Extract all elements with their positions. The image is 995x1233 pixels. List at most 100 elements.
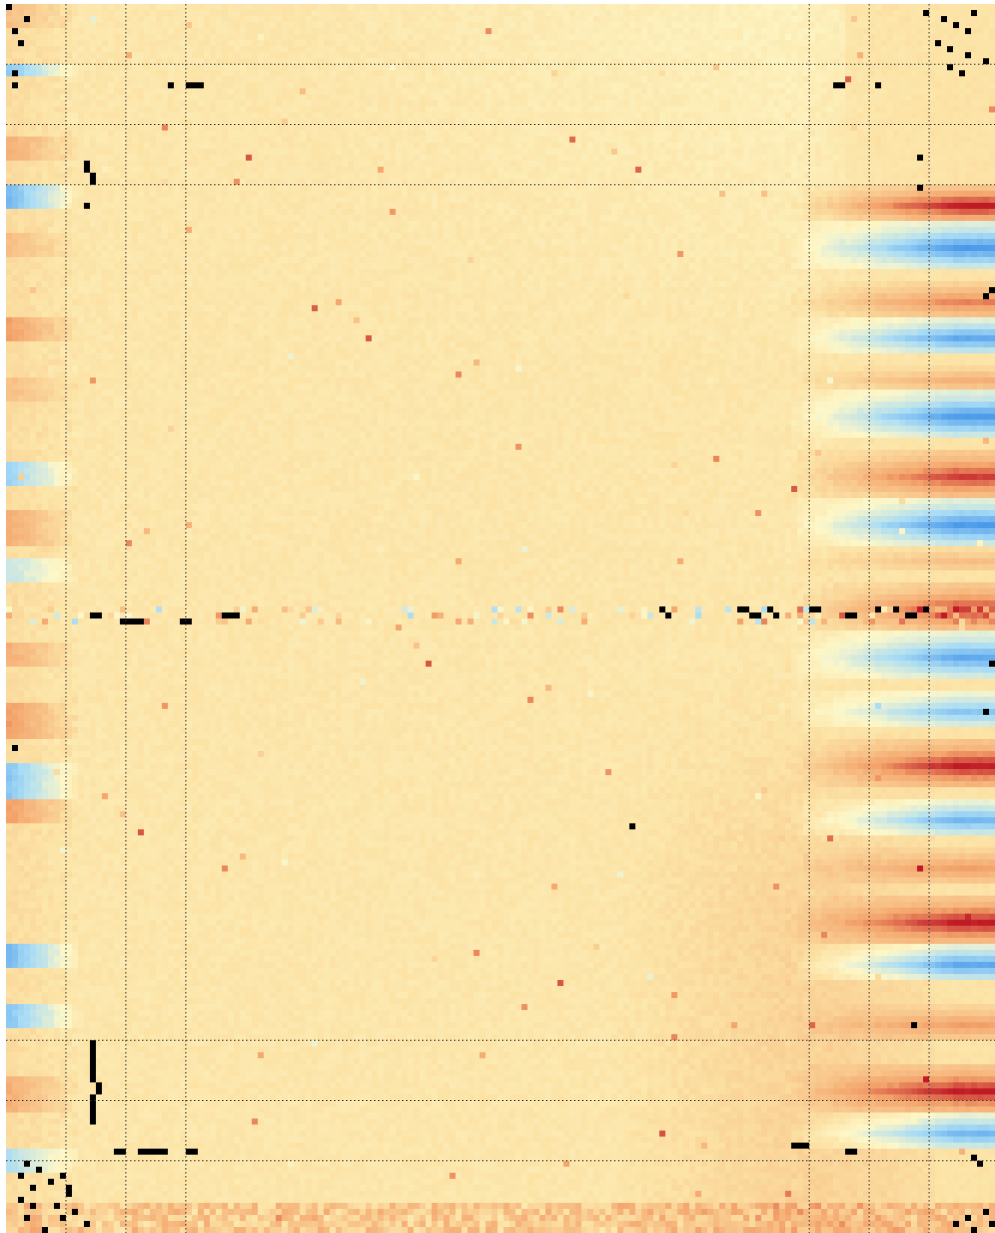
- heatmap-cell: [665, 100, 671, 106]
- heatmap-cell: [312, 118, 318, 124]
- heatmap-cell: [551, 34, 557, 40]
- heatmap-cell: [42, 4, 48, 10]
- heatmap-cell: [366, 64, 372, 70]
- heatmap-cell: [839, 52, 845, 58]
- heatmap-cell: [258, 34, 264, 40]
- heatmap-cell: [354, 82, 360, 88]
- heatmap-cell: [234, 16, 240, 22]
- heatmap-cell: [611, 70, 617, 76]
- heatmap-cell: [456, 131, 462, 137]
- heatmap-cell: [222, 137, 228, 143]
- heatmap-cell: [719, 131, 725, 137]
- heatmap-cell: [438, 149, 444, 155]
- heatmap-cell: [414, 155, 420, 161]
- heatmap-cell: [641, 10, 647, 16]
- heatmap-cell: [444, 137, 450, 143]
- heatmap-cell: [450, 34, 456, 40]
- heatmap-cell: [456, 64, 462, 70]
- heatmap-cell: [330, 70, 336, 76]
- heatmap-cell: [689, 76, 695, 82]
- heatmap-cell: [665, 112, 671, 118]
- heatmap-cell: [665, 16, 671, 22]
- heatmap-cell: [66, 64, 72, 70]
- heatmap-cell: [30, 64, 36, 70]
- heatmap-cell: [192, 34, 198, 40]
- heatmap-cell: [953, 40, 959, 46]
- heatmap-cell: [683, 88, 689, 94]
- heatmap-cell: [791, 112, 797, 118]
- heatmap-cell: [641, 82, 647, 88]
- heatmap-cell: [162, 46, 168, 52]
- heatmap-cell: [180, 100, 186, 106]
- heatmap-cell: [797, 52, 803, 58]
- heatmap-cell: [767, 4, 773, 10]
- heatmap-cell: [749, 40, 755, 46]
- heatmap-cell: [114, 16, 120, 22]
- heatmap-cell: [647, 131, 653, 137]
- heatmap-cell: [486, 155, 492, 161]
- heatmap-cell: [222, 4, 228, 10]
- heatmap-cell: [923, 149, 929, 155]
- heatmap-cell: [162, 100, 168, 106]
- heatmap-cell: [492, 4, 498, 10]
- heatmap-cell: [755, 40, 761, 46]
- heatmap-cell: [444, 76, 450, 82]
- heatmap-cell: [689, 137, 695, 143]
- heatmap-cell: [438, 112, 444, 118]
- heatmap-cell: [749, 143, 755, 149]
- heatmap-cell: [869, 46, 875, 52]
- heatmap-cell: [318, 40, 324, 46]
- heatmap-cell: [114, 28, 120, 34]
- heatmap-cell: [905, 100, 911, 106]
- heatmap-cell-missing: [941, 16, 947, 22]
- heatmap-cell: [342, 58, 348, 64]
- heatmap-cell: [587, 137, 593, 143]
- heatmap-cell: [150, 124, 156, 130]
- heatmap-cell: [845, 4, 851, 10]
- heatmap-cell: [492, 131, 498, 137]
- heatmap-cell: [635, 112, 641, 118]
- heatmap-cell: [150, 131, 156, 137]
- heatmap-cell: [701, 149, 707, 155]
- heatmap-cell: [210, 46, 216, 52]
- heatmap-cell: [384, 100, 390, 106]
- heatmap-cell: [689, 4, 695, 10]
- heatmap-cell: [551, 100, 557, 106]
- heatmap-cell: [575, 155, 581, 161]
- heatmap-cell: [971, 124, 977, 130]
- heatmap-cell: [162, 124, 168, 130]
- heatmap-cell: [384, 70, 390, 76]
- heatmap-cell: [468, 46, 474, 52]
- heatmap-cell: [683, 100, 689, 106]
- heatmap-cell: [246, 124, 252, 130]
- heatmap-cell: [569, 100, 575, 106]
- heatmap-cell: [120, 118, 126, 124]
- heatmap-cell: [318, 70, 324, 76]
- heatmap-cell: [246, 94, 252, 100]
- heatmap-cell: [288, 28, 294, 34]
- heatmap-cell: [857, 10, 863, 16]
- heatmap-cell: [468, 118, 474, 124]
- heatmap-cell: [683, 70, 689, 76]
- heatmap-cell: [785, 34, 791, 40]
- heatmap-cell: [887, 46, 893, 52]
- heatmap-cell: [210, 118, 216, 124]
- heatmap-cell: [186, 34, 192, 40]
- heatmap-cell: [689, 40, 695, 46]
- heatmap-cell: [725, 149, 731, 155]
- heatmap-cell: [737, 70, 743, 76]
- heatmap-cell: [989, 10, 995, 16]
- heatmap-cell: [132, 40, 138, 46]
- heatmap-cell: [731, 100, 737, 106]
- heatmap-cell: [917, 22, 923, 28]
- heatmap-cell: [270, 40, 276, 46]
- heatmap-cell: [551, 46, 557, 52]
- heatmap-cell: [432, 149, 438, 155]
- heatmap-cell: [833, 143, 839, 149]
- heatmap-cell: [959, 58, 965, 64]
- heatmap-cell: [492, 112, 498, 118]
- heatmap-cell: [222, 155, 228, 161]
- heatmap-cell: [486, 58, 492, 64]
- heatmap-cell: [569, 58, 575, 64]
- heatmap-cell: [486, 46, 492, 52]
